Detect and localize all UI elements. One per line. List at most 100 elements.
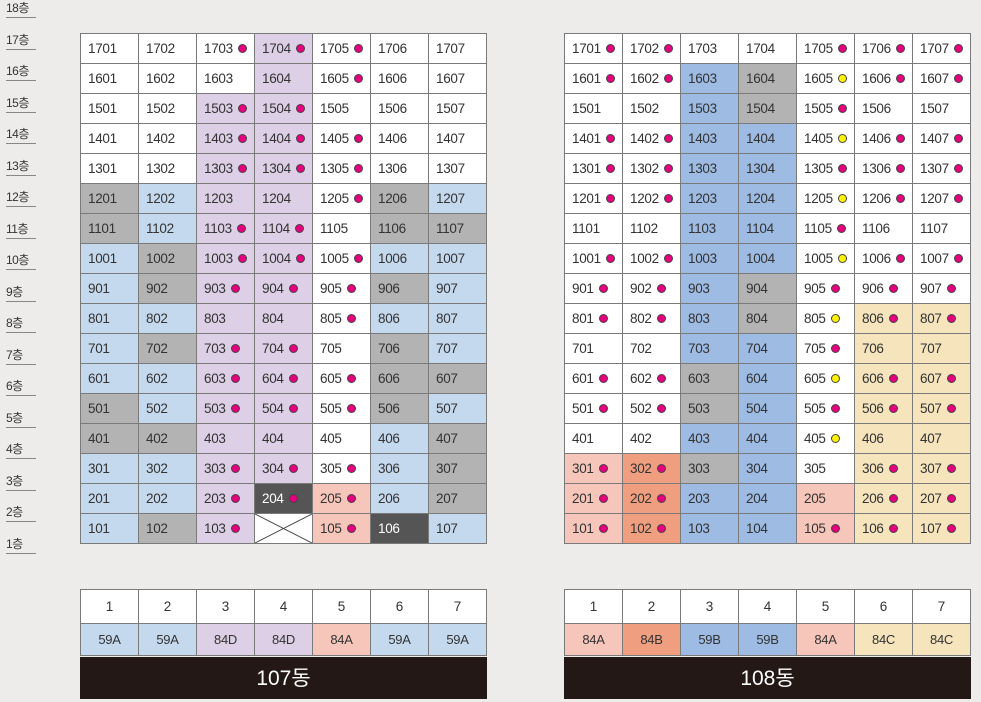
unit-cell: 607 xyxy=(912,363,971,394)
unit-cell: 206 xyxy=(854,483,913,514)
unit-number: 1305 xyxy=(804,161,833,176)
unit-number: 1501 xyxy=(572,101,601,116)
unit-cell: 1101 xyxy=(80,213,139,244)
unit-cell: 1005 xyxy=(312,243,371,274)
unit-number: 1703 xyxy=(204,41,233,56)
unit-cell: 103 xyxy=(680,513,739,544)
unit-number: 406 xyxy=(862,431,884,446)
unit-number: 1501 xyxy=(88,101,117,116)
unit-number: 203 xyxy=(204,491,226,506)
unit-cell: 1607 xyxy=(912,63,971,94)
unit-number: 304 xyxy=(262,461,284,476)
unit-cell: 602 xyxy=(138,363,197,394)
floor-row: 401 402 403 404 405 406 407 xyxy=(80,423,487,454)
unit-number: 1406 xyxy=(862,131,891,146)
unit-number: 601 xyxy=(88,371,110,386)
unit-cell: 1402 xyxy=(138,123,197,154)
unit-cell: 506 xyxy=(370,393,429,424)
unit-cell: 1604 xyxy=(254,63,313,94)
unit-number: 201 xyxy=(572,491,594,506)
yellow-dot-icon xyxy=(830,374,840,383)
building-108-unit-grid: 1701 1702 1703 1704 1705 1706 1707 1601 1602 1603… xyxy=(564,33,971,544)
unit-cell: 305 xyxy=(796,453,855,484)
unit-number: 1102 xyxy=(630,221,658,236)
unit-number: 1704 xyxy=(262,41,291,56)
floor-label: 17층 xyxy=(6,19,36,50)
floor-row: 1501 1502 1503 1504 1505 1506 1507 xyxy=(80,93,487,124)
unit-cell: 506 xyxy=(854,393,913,424)
unit-cell: 705 xyxy=(796,333,855,364)
floor-label: 18층 xyxy=(6,0,36,18)
magenta-dot-icon xyxy=(353,134,363,143)
unit-type: 59B xyxy=(680,623,739,656)
magenta-dot-icon xyxy=(895,194,905,203)
unit-cell: 1701 xyxy=(80,33,139,64)
magenta-dot-icon xyxy=(836,224,846,233)
magenta-dot-icon xyxy=(656,494,666,503)
unit-number: 1704 xyxy=(746,41,775,56)
unit-cell: 906 xyxy=(854,273,913,304)
unit-cell: 802 xyxy=(622,303,681,334)
magenta-dot-icon xyxy=(837,164,847,173)
unit-cell: 401 xyxy=(80,423,139,454)
floor-row: 601 602 603 604 605 606 607 xyxy=(564,363,971,394)
unit-number: 1006 xyxy=(378,251,407,266)
unit-cell: 605 xyxy=(312,363,371,394)
magenta-dot-icon xyxy=(946,314,956,323)
void-cross-icon xyxy=(255,514,312,543)
unit-type: 84D xyxy=(254,623,313,656)
unit-number: 705 xyxy=(804,341,826,356)
unit-cell: 1203 xyxy=(680,183,739,214)
magenta-dot-icon xyxy=(888,314,898,323)
unit-cell: 706 xyxy=(370,333,429,364)
unit-number: 1203 xyxy=(204,191,233,206)
floor-label: 1층 xyxy=(6,523,36,554)
magenta-dot-icon xyxy=(598,464,608,473)
magenta-dot-icon xyxy=(953,44,963,53)
unit-cell: 1701 xyxy=(564,33,623,64)
unit-number: 1707 xyxy=(436,41,465,56)
unit-number: 507 xyxy=(920,401,942,416)
yellow-dot-icon xyxy=(837,254,847,263)
floor-label: 12층 xyxy=(6,176,36,207)
unit-number: 1702 xyxy=(630,41,659,56)
unit-cell: 106 xyxy=(370,513,429,544)
unit-cell: 102 xyxy=(138,513,197,544)
magenta-dot-icon xyxy=(598,374,608,383)
unit-number: 1302 xyxy=(146,161,175,176)
unit-number: 1502 xyxy=(630,101,659,116)
magenta-dot-icon xyxy=(946,524,956,533)
unit-cell: 403 xyxy=(680,423,739,454)
unit-cell: 903 xyxy=(680,273,739,304)
unit-number: 907 xyxy=(436,281,458,296)
magenta-dot-icon xyxy=(237,164,247,173)
unit-cell: 1005 xyxy=(796,243,855,274)
line-number: 5 xyxy=(796,589,855,624)
unit-cell: 1404 xyxy=(738,123,797,154)
unit-cell: 206 xyxy=(370,483,429,514)
unit-number: 204 xyxy=(746,491,768,506)
unit-number: 807 xyxy=(436,311,458,326)
floor-row: 1301 1302 1303 1304 1305 1306 1307 xyxy=(80,153,487,184)
unit-number: 1705 xyxy=(320,41,349,56)
magenta-dot-icon xyxy=(288,284,298,293)
unit-type: 59A xyxy=(80,623,139,656)
unit-cell: 307 xyxy=(912,453,971,484)
unit-type-row: 59A 59A 84D 84D 84A 59A 59A xyxy=(80,623,487,656)
unit-cell: 1206 xyxy=(370,183,429,214)
unit-number: 102 xyxy=(146,521,168,536)
floor-row: 1101 1102 1103 1104 1105 1106 1107 xyxy=(564,213,971,244)
line-number: 7 xyxy=(912,589,971,624)
magenta-dot-icon xyxy=(953,254,963,263)
unit-number: 407 xyxy=(920,431,942,446)
unit-number: 1007 xyxy=(436,251,465,266)
magenta-dot-icon xyxy=(888,494,898,503)
unit-number: 1106 xyxy=(862,221,890,236)
unit-cell: 107 xyxy=(912,513,971,544)
unit-number: 1706 xyxy=(862,41,891,56)
unit-cell: 1007 xyxy=(912,243,971,274)
unit-cell: 704 xyxy=(254,333,313,364)
magenta-dot-icon xyxy=(946,494,956,503)
magenta-dot-icon xyxy=(830,524,840,533)
unit-number: 1506 xyxy=(862,101,891,116)
